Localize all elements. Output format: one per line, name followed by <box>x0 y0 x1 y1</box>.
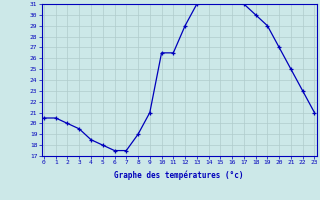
X-axis label: Graphe des températures (°c): Graphe des températures (°c) <box>115 171 244 180</box>
